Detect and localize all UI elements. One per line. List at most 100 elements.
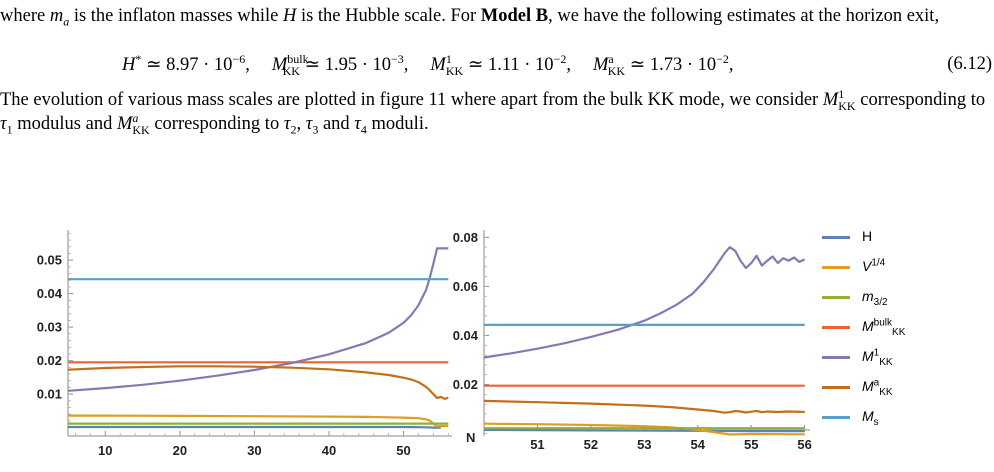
legend-label: H [862,228,873,244]
equation-6-12: H* ≃ 8.97 · 10−6, MbulkKK ≃ 1.95 · 10−3, M… [0,51,994,82]
symbol-sup: a [132,110,139,125]
series-line [67,247,449,392]
legend-item-Ms: Ms [820,406,990,436]
series-line [483,246,806,359]
eq-a: a [608,51,614,66]
eq-approx: ≃ [299,55,325,75]
eq-m: M [271,55,288,75]
text-fragment: The evolution of various mass scales are… [0,90,823,110]
text-fragment: corresponding to [149,114,284,134]
x-tick-label: 10 [98,443,112,458]
legend-item-M1: M1KK [820,346,990,376]
y-tick-label: 0.04 [37,286,63,301]
equation-body: H* ≃ 8.97 · 10−6, MbulkKK ≃ 1.95 · 10−3, M… [122,51,734,78]
series-line [483,428,805,433]
symbol-m: M [116,114,133,134]
x-tick-label: 30 [247,443,261,458]
y-tick-label: 0.05 [37,253,62,268]
legend-swatch [822,296,850,299]
chart-panel-2: 0.02 0.04 0.06 0.08 51 52 53 54 55 56 N [453,230,812,452]
legend-swatch [822,386,850,389]
y-tick-label: 0.04 [453,328,479,343]
paragraph-intro: where ma is the inflaton masses while H … [0,4,994,28]
legend-item-Mbulk: MbulkKK [820,316,990,346]
symbol-sub: KK [838,98,856,113]
eq-h-value: 8.97 · 10 [166,55,233,75]
legend-label: Ms [862,408,879,428]
eq-approx: ≃ [463,55,488,75]
eq-sep: , [566,55,571,75]
symbol-m: M [822,90,839,110]
eq-approx: ≃ [625,55,650,75]
y-tick-label: 0.08 [453,230,478,245]
x-tick-label: 50 [396,443,410,458]
symbol-tau: τ [354,114,361,134]
x-tick-label: 51 [530,437,544,452]
eq-one-value: 1.11 · 10 [487,55,554,75]
text-fragment: , we have the following estimates at the… [548,6,940,26]
y-tick-label: 0.06 [453,279,478,294]
text-fragment: corresponding to [855,90,986,110]
legend-swatch [822,326,850,329]
x-tick-label: 20 [173,443,187,458]
symbol-tau: τ [283,114,291,134]
eq-sep: , [728,55,734,75]
equation-number: (6.12) [947,54,992,74]
series-line [483,399,805,414]
symbol-sub: KK [132,122,150,137]
legend-item-Ma: MaKK [820,376,990,406]
y-tick-label: 0.01 [37,387,62,402]
eq-kk: KK [282,63,300,78]
x-tick-label: 56 [797,437,811,452]
paragraph-figure-description: The evolution of various mass scales are… [0,86,986,137]
eq-sep: , [245,55,250,75]
symbol-sup: 1 [838,86,845,101]
legend-item-V: V1/4 [820,256,990,286]
eq-approx: ≃ [141,55,167,75]
symbol-sub: 3 [312,122,319,137]
eq-h-exp: −6 [232,51,246,66]
chart-panel-1: 0.01 0.02 0.03 0.04 0.05 10 20 30 40 50 N [37,230,475,458]
text-fragment: modulus and [12,114,117,134]
legend-swatch [822,236,850,239]
text-fragment: is the Hubble scale. For [296,6,481,26]
symbol-sub: a [63,14,70,29]
x-tick-label: 52 [584,437,598,452]
text-fragment: moduli. [366,114,429,134]
text-fragment: and [318,114,355,134]
legend-label: M1KK [862,347,893,368]
series-line [68,425,441,429]
text-fragment: where [0,6,50,26]
eq-m: M [592,55,609,75]
y-tick-label: 0.03 [37,320,62,335]
series-line [67,365,449,400]
chart-legend: H V1/4 m3/2 MbulkKK M1KK MaKK Ms [820,226,990,436]
symbol-sub: 2 [290,122,297,137]
eq-bulk: bulk [287,51,309,66]
eq-kk: KK [607,63,626,78]
text-fragment: is the inflaton masses while [69,6,283,26]
legend-item-H: H [820,226,990,256]
eq-kk: KK [445,63,464,78]
y-tick-label: 0.02 [453,377,478,392]
symbol-sub: 1 [6,122,13,137]
eq-bulk-exp: −3 [391,51,404,66]
x-tick-label: 53 [637,437,651,452]
eq-sep: , [403,55,409,75]
eq-a-value: 1.73 · 10 [649,55,717,75]
eq-a-exp: −2 [716,51,729,66]
model-b-bold: Model B [480,6,549,26]
legend-label: MbulkKK [862,317,906,338]
legend-swatch [822,266,850,269]
eq-one: 1 [445,51,452,66]
eq-h: H [122,55,136,75]
symbol-tau: τ [305,114,313,134]
x-tick-label: 55 [744,437,758,452]
legend-label: m3/2 [862,288,888,308]
eq-bulk-value: 1.95 · 10 [324,55,392,75]
symbol-h: H [282,6,297,26]
legend-label: MaKK [862,377,893,398]
eq-star: * [135,51,142,66]
legend-swatch [822,416,850,419]
